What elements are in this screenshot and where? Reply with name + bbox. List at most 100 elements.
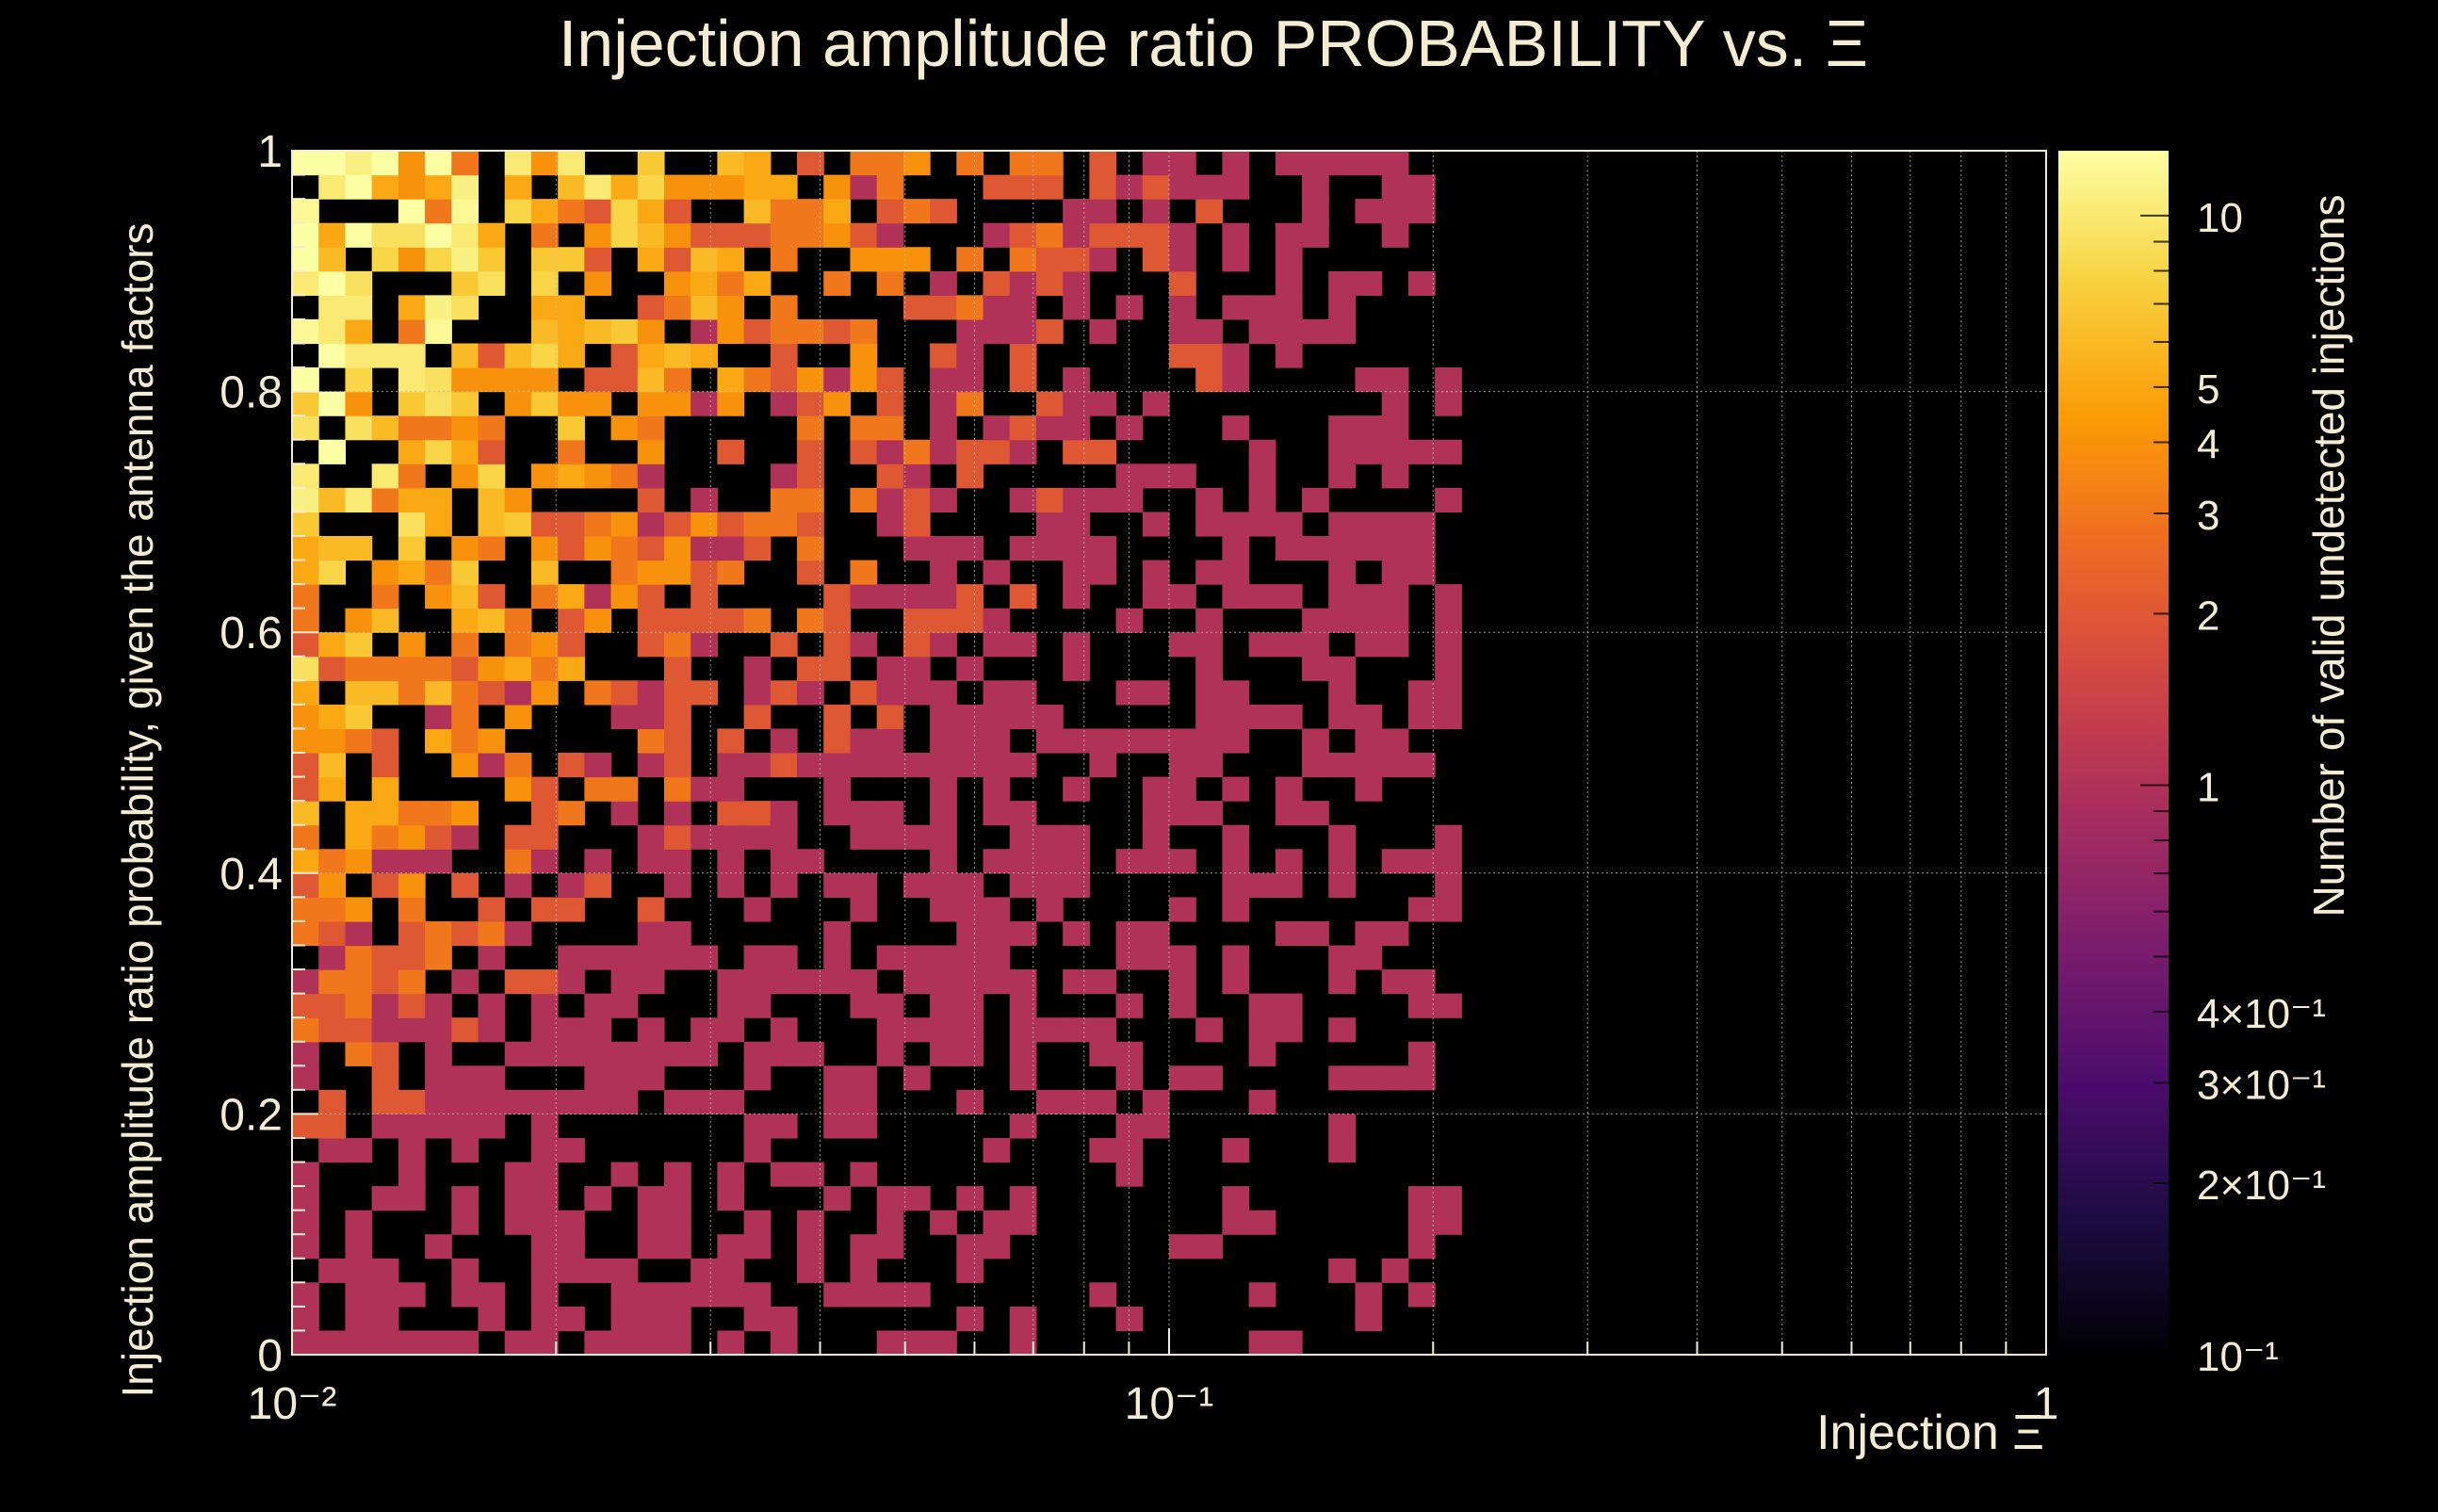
heatmap-cell: [743, 680, 772, 706]
y-axis-label: Injection amplitude ratio probability, g…: [113, 222, 162, 1397]
heatmap-cell: [691, 1089, 718, 1114]
heatmap-cell: [930, 801, 957, 826]
heatmap-cell: [1169, 897, 1196, 922]
heatmap-cell: [398, 801, 426, 826]
heatmap-cell: [1222, 680, 1250, 706]
heatmap-cell: [530, 584, 559, 610]
heatmap-cell: [902, 632, 931, 658]
heatmap-cells: [292, 151, 1462, 1356]
heatmap-cell: [584, 945, 612, 970]
heatmap-cell: [451, 463, 479, 489]
heatmap-cell: [930, 993, 957, 1018]
heatmap-cell: [876, 753, 904, 778]
heatmap-cell: [663, 1210, 691, 1235]
heatmap-cell: [584, 680, 612, 706]
heatmap-cell: [1435, 367, 1462, 393]
heatmap-cell: [425, 1089, 452, 1114]
heatmap-cell: [1142, 247, 1170, 272]
heatmap-cell: [1435, 391, 1462, 416]
heatmap-cell: [292, 969, 319, 995]
heatmap-cell: [1063, 487, 1090, 512]
heatmap-cell: [1195, 174, 1224, 200]
heatmap-cell: [371, 1330, 399, 1356]
heatmap-cell: [770, 295, 798, 320]
heatmap-cell: [983, 920, 1011, 947]
heatmap-cell: [504, 704, 532, 730]
heatmap-cell: [1089, 151, 1117, 176]
heatmap-cell: [478, 920, 506, 947]
heatmap-cell: [956, 1186, 984, 1211]
heatmap-cell: [530, 1258, 559, 1283]
heatmap-cell: [530, 1186, 559, 1211]
heatmap-cell: [558, 584, 585, 610]
heatmap-cell: [398, 151, 426, 176]
heatmap-cell: [1142, 391, 1170, 416]
heatmap-cell: [345, 920, 373, 947]
heatmap-cell: [743, 151, 772, 176]
heatmap-cell: [1115, 1114, 1144, 1139]
heatmap-cell: [1355, 512, 1383, 537]
heatmap-cell: [823, 222, 852, 248]
y-axis: 0 0.2 0.4 0.6 0.8 1: [219, 127, 318, 1381]
heatmap-cell: [1063, 1017, 1090, 1043]
heatmap-cell: [292, 560, 319, 585]
heatmap-cell: [1328, 945, 1357, 970]
heatmap-cell: [637, 1041, 665, 1066]
heatmap-cell: [983, 897, 1011, 922]
heatmap-cell: [478, 1017, 506, 1043]
heatmap-cell: [610, 1089, 639, 1114]
heatmap-cell: [1169, 247, 1196, 272]
heatmap-cell: [1222, 174, 1250, 200]
heatmap-cell: [504, 343, 532, 368]
heatmap-cell: [1328, 318, 1357, 345]
colorbar-tick-label: 1: [2197, 764, 2219, 810]
heatmap-cell: [637, 753, 665, 778]
heatmap-cell: [451, 560, 479, 585]
heatmap-cell: [691, 343, 718, 368]
heatmap-cell: [1381, 415, 1409, 441]
heatmap-cell: [637, 174, 665, 200]
heatmap-cell: [478, 584, 506, 610]
heatmap-cell: [1169, 632, 1196, 658]
heatmap-cell: [1035, 270, 1064, 296]
heatmap-cell: [823, 608, 852, 633]
heatmap-cell: [398, 1137, 426, 1163]
heatmap-cell: [292, 1162, 319, 1187]
heatmap-cell: [637, 487, 665, 512]
heatmap-cell: [1328, 704, 1357, 730]
heatmap-cell: [345, 1234, 373, 1260]
heatmap-cell: [1248, 295, 1276, 320]
heatmap-cell: [1063, 415, 1090, 441]
heatmap-cell: [451, 391, 479, 416]
heatmap-cell: [425, 560, 452, 585]
heatmap-cell: [743, 753, 772, 778]
heatmap-cell: [637, 439, 665, 464]
heatmap-cell: [478, 1282, 506, 1308]
heatmap-cell: [558, 463, 585, 489]
heatmap-cell: [1195, 1017, 1224, 1043]
heatmap-cell: [902, 151, 931, 176]
heatmap-cell: [956, 608, 984, 633]
heatmap-cell: [983, 801, 1011, 826]
heatmap-cell: [1275, 151, 1303, 176]
x-tick-label: 1: [2034, 1379, 2059, 1429]
heatmap-cell: [1328, 415, 1357, 441]
heatmap-cell: [691, 1258, 718, 1283]
heatmap-cell: [1328, 270, 1357, 296]
heatmap-cell: [876, 222, 904, 248]
heatmap-cell: [850, 560, 878, 585]
heatmap-cell: [930, 608, 957, 633]
heatmap-cell: [770, 753, 798, 778]
heatmap-cell: [743, 535, 772, 561]
heatmap-cell: [770, 945, 798, 970]
heatmap-cell: [663, 776, 691, 802]
heatmap-cell: [292, 270, 319, 296]
heatmap-cell: [425, 584, 452, 610]
heatmap-cell: [876, 1234, 904, 1260]
heatmap-cell: [1115, 1306, 1144, 1332]
y-tick-label: 0.6: [219, 609, 283, 658]
heatmap-cell: [318, 222, 347, 248]
heatmap-cell: [983, 415, 1011, 441]
heatmap-cell: [663, 512, 691, 537]
heatmap-cell: [1275, 776, 1303, 802]
